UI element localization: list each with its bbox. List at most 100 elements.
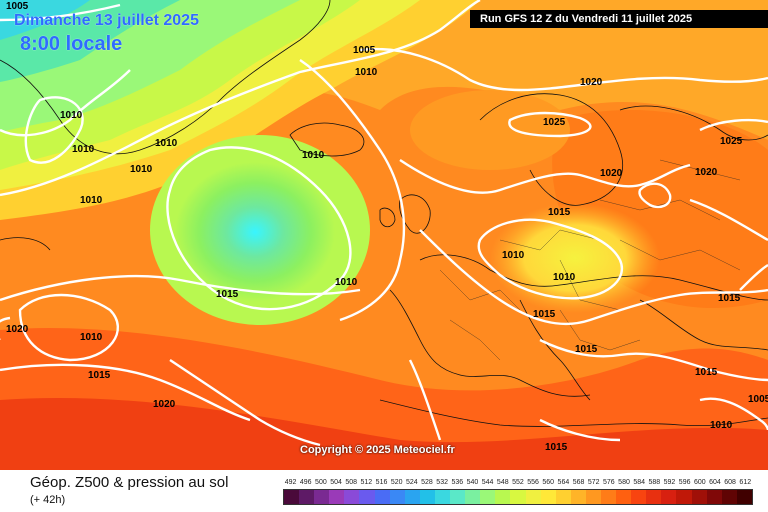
isobar-label: 1020	[580, 77, 603, 88]
isobar-label: 1015	[695, 367, 718, 378]
isobar-label: 1010	[72, 144, 95, 155]
isobar-label: 1010	[80, 332, 103, 343]
scale-swatch	[404, 490, 420, 504]
scale-swatch	[389, 490, 405, 504]
geopotential-chart: 1005 1010 1010 1010 1010 1010 1010 1010 …	[0, 0, 768, 470]
scale-swatch	[314, 490, 330, 504]
scale-label: 576	[603, 479, 615, 486]
map-title: Géop. Z500 & pression au sol	[30, 474, 229, 491]
scale-label: 600	[693, 479, 706, 486]
isobar-label: 1010	[130, 164, 153, 175]
forecast-date: Dimanche 13 juillet 2025	[14, 12, 199, 29]
isobar-labels: 1005 1010 1010 1010 1010 1010 1010 1010 …	[6, 1, 768, 453]
isobar-label: 1015	[718, 293, 741, 304]
forecast-time: 8:00 locale	[20, 33, 123, 55]
isobar-label: 1015	[545, 442, 568, 453]
scale-label: 572	[587, 479, 600, 486]
scale-label: 492	[284, 479, 297, 486]
isobar-label: 1005	[748, 394, 768, 405]
scale-swatch	[540, 490, 556, 504]
isobar-label: 1020	[6, 324, 29, 335]
isobar-label: 1010	[710, 420, 733, 431]
scale-swatch	[299, 490, 315, 504]
scale-label: 608	[724, 479, 736, 486]
isobar-label: 1010	[155, 138, 178, 149]
country-borders	[439, 159, 741, 361]
scale-swatch	[450, 490, 466, 504]
scale-label: 532	[436, 479, 448, 486]
scale-swatch	[374, 490, 390, 504]
isobar-label: 1025	[720, 136, 743, 147]
scale-label: 504	[330, 479, 342, 486]
legend-footer: Géop. Z500 & pression au sol (+ 42h) 492…	[0, 470, 768, 512]
scale-label: 548	[496, 479, 509, 486]
forecast-lead: (+ 42h)	[30, 494, 66, 506]
scale-label: 588	[648, 479, 661, 486]
isobar-label: 1020	[153, 399, 176, 410]
scandinavia-high	[410, 90, 570, 170]
scale-swatch	[434, 490, 451, 504]
scale-label: 568	[572, 479, 585, 486]
isobar-label: 1005	[353, 45, 376, 56]
band-536	[0, 0, 90, 40]
color-scale-labels: 492 496 500 504 508 512 516 520 524 528 532 536 540 5…	[283, 479, 753, 486]
model-run-banner: Run GFS 12 Z du Vendredi 11 juillet 2025	[470, 10, 768, 28]
scale-swatch	[691, 490, 707, 504]
isobar-label: 1010	[553, 272, 576, 283]
scale-label: 524	[405, 479, 418, 486]
scale-swatch	[480, 490, 496, 504]
scale-label: 580	[618, 479, 630, 486]
isobar-label: 1005	[6, 1, 29, 12]
isobar-label: 1010	[302, 150, 325, 161]
isobar-label: 1025	[543, 117, 566, 128]
scale-swatch	[616, 490, 632, 504]
isobar-label: 1015	[88, 370, 111, 381]
scale-label: 552	[512, 479, 524, 486]
scale-label: 500	[315, 479, 327, 486]
scale-swatch	[284, 490, 300, 504]
isobars	[0, 0, 768, 447]
scale-swatch	[721, 490, 737, 504]
weather-map: 1005 1010 1010 1010 1010 1010 1010 1010 …	[0, 0, 768, 470]
scale-swatch	[646, 490, 662, 504]
scale-label: 584	[633, 479, 646, 486]
scale-swatch	[419, 490, 435, 504]
coastlines	[0, 0, 768, 427]
scale-swatch	[706, 490, 722, 504]
isobar-label: 1015	[548, 207, 571, 218]
isobar-label: 1015	[533, 309, 556, 320]
scale-swatch	[465, 490, 481, 504]
scale-label: 540	[466, 479, 479, 486]
isobar-label: 1010	[355, 67, 378, 78]
atlantic-low-core	[175, 162, 335, 302]
scale-swatch	[600, 490, 617, 504]
scale-label: 508	[345, 479, 358, 486]
scale-label: 528	[421, 479, 433, 486]
isobar-label: 1010	[80, 195, 103, 206]
scale-swatch	[585, 490, 601, 504]
scale-label: 592	[663, 479, 676, 486]
isobar-label: 1015	[216, 289, 239, 300]
scale-label: 564	[557, 479, 570, 486]
scale-label: 544	[481, 479, 494, 486]
scale-swatch	[676, 490, 692, 504]
scale-label: 536	[451, 479, 464, 486]
isobar-label: 1015	[575, 344, 598, 355]
scale-swatch	[661, 490, 677, 504]
scale-swatch	[570, 490, 586, 504]
scale-label: 596	[678, 479, 691, 486]
scale-swatch	[359, 490, 375, 504]
scale-label: 612	[739, 479, 752, 486]
color-scale-bar	[283, 489, 753, 505]
isobar-label: 1010	[335, 277, 358, 288]
isobar-label: 1020	[600, 168, 623, 179]
scale-swatch	[736, 490, 752, 504]
isobar-label: 1010	[60, 110, 83, 121]
scale-label: 560	[542, 479, 555, 486]
scale-swatch	[525, 490, 541, 504]
scale-label: 556	[527, 479, 539, 486]
scale-label: 520	[390, 479, 403, 486]
isobar-label: 1020	[695, 167, 718, 178]
isobar-label: 1010	[502, 250, 525, 261]
scale-swatch	[329, 490, 345, 504]
